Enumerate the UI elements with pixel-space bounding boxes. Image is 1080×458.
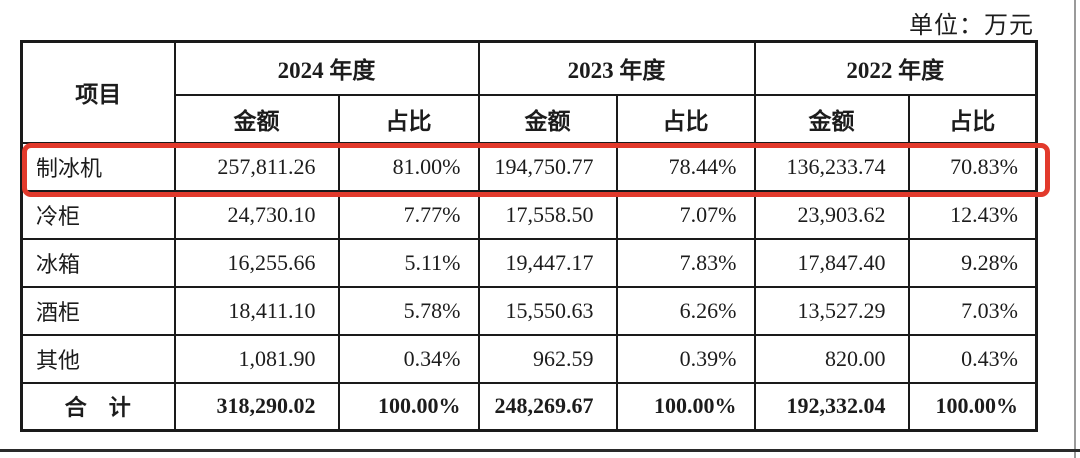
table-row-freezer: 冷柜 24,730.10 7.77% 17,558.50 7.07% 23,90…	[20, 189, 1038, 240]
cell-share-2023: 0.39%	[615, 333, 756, 384]
cell-share-2022: 100.00%	[907, 381, 1038, 432]
cell-share-2022: 9.28%	[907, 237, 1038, 288]
col-header-year-2024: 2024 年度	[173, 40, 480, 96]
header-row-subcolumns: 金额 占比 金额 占比 金额 占比	[22, 93, 1038, 144]
cell-share-2024: 5.78%	[337, 285, 480, 336]
table-row-ice-maker: 制冰机 257,811.26 81.00% 194,750.77 78.44% …	[20, 141, 1038, 192]
cell-amount-2024: 16,255.66	[173, 237, 340, 288]
cell-amount-2023: 15,550.63	[477, 285, 618, 336]
table-row-total: 合 计 318,290.02 100.00% 248,269.67 100.00…	[20, 381, 1038, 432]
cell-share-2022: 7.03%	[907, 285, 1038, 336]
cell-item: 冷柜	[20, 189, 176, 240]
cell-share-2024: 7.77%	[337, 189, 480, 240]
table-row-wine-cabinet: 酒柜 18,411.10 5.78% 15,550.63 6.26% 13,52…	[20, 285, 1038, 336]
cell-amount-2022: 820.00	[753, 333, 910, 384]
cell-item-total: 合 计	[20, 381, 176, 432]
cell-amount-2022: 13,527.29	[753, 285, 910, 336]
cell-share-2022: 70.83%	[907, 141, 1038, 192]
cell-share-2024: 100.00%	[337, 381, 480, 432]
col-header-year-2022: 2022 年度	[753, 40, 1038, 96]
cell-amount-2024: 1,081.90	[173, 333, 340, 384]
col-header-amount-2022: 金额	[753, 93, 910, 144]
col-header-share-2023: 占比	[615, 93, 756, 144]
cell-share-2023: 6.26%	[615, 285, 756, 336]
cell-amount-2024: 257,811.26	[173, 141, 340, 192]
cell-share-2024: 81.00%	[337, 141, 480, 192]
cell-item: 冰箱	[20, 237, 176, 288]
cell-item: 酒柜	[20, 285, 176, 336]
col-header-amount-2024: 金额	[173, 93, 340, 144]
cell-share-2022: 12.43%	[907, 189, 1038, 240]
revenue-table-container: 项目 2024 年度 2023 年度 2022 年度 金额 占比 金额 占比 金…	[20, 40, 1050, 432]
col-header-share-2022: 占比	[907, 93, 1038, 144]
cell-share-2022: 0.43%	[907, 333, 1038, 384]
cell-amount-2024: 18,411.10	[173, 285, 340, 336]
header-row-years: 项目 2024 年度 2023 年度 2022 年度	[20, 40, 1038, 144]
page-edge-bottom-line	[0, 449, 1080, 452]
cell-amount-2023: 19,447.17	[477, 237, 618, 288]
cell-amount-2022: 17,847.40	[753, 237, 910, 288]
cell-amount-2024: 24,730.10	[173, 189, 340, 240]
cell-item: 制冰机	[20, 141, 176, 192]
cell-item: 其他	[20, 333, 176, 384]
cell-amount-2022: 136,233.74	[753, 141, 910, 192]
cell-amount-2023: 17,558.50	[477, 189, 618, 240]
unit-label: 单位：万元	[909, 13, 1034, 39]
table-row-refrigerator: 冰箱 16,255.66 5.11% 19,447.17 7.83% 17,84…	[20, 237, 1038, 288]
cell-share-2023: 7.83%	[615, 237, 756, 288]
col-header-item: 项目	[20, 40, 176, 144]
cell-share-2024: 5.11%	[337, 237, 480, 288]
cell-share-2023: 100.00%	[615, 381, 756, 432]
cell-amount-2023: 962.59	[477, 333, 618, 384]
cell-amount-2023: 194,750.77	[477, 141, 618, 192]
revenue-table: 项目 2024 年度 2023 年度 2022 年度 金额 占比 金额 占比 金…	[20, 40, 1038, 432]
cell-share-2023: 7.07%	[615, 189, 756, 240]
cell-amount-2024: 318,290.02	[173, 381, 340, 432]
cell-amount-2023: 248,269.67	[477, 381, 618, 432]
col-header-amount-2023: 金额	[477, 93, 618, 144]
table-row-other: 其他 1,081.90 0.34% 962.59 0.39% 820.00 0.…	[20, 333, 1038, 384]
cell-amount-2022: 192,332.04	[753, 381, 910, 432]
col-header-share-2024: 占比	[337, 93, 480, 144]
col-header-year-2023: 2023 年度	[477, 40, 756, 96]
cell-amount-2022: 23,903.62	[753, 189, 910, 240]
page-edge-vertical-line	[1074, 0, 1076, 458]
cell-share-2023: 78.44%	[615, 141, 756, 192]
cell-share-2024: 0.34%	[337, 333, 480, 384]
